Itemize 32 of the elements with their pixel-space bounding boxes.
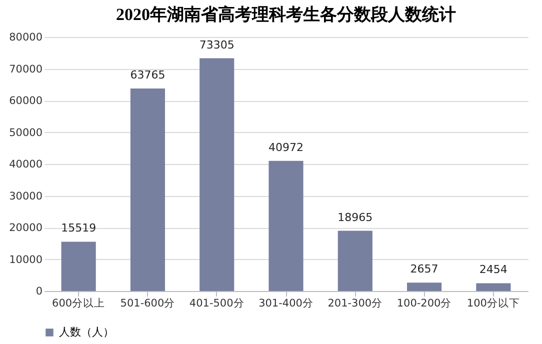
- x-tick-label: 301-400分: [258, 298, 314, 310]
- bar: [268, 160, 304, 291]
- data-label: 40972: [268, 140, 304, 154]
- y-tick-label: 30000: [9, 190, 42, 202]
- y-tick-label: 40000: [9, 158, 42, 170]
- x-tick-label: 600分以上: [52, 296, 106, 310]
- y-tick-label: 20000: [9, 222, 42, 234]
- bar: [476, 283, 511, 291]
- x-tick-label: 401-500分: [189, 298, 244, 310]
- x-tick-label: 100分以下: [466, 296, 520, 310]
- data-label: 18965: [338, 210, 373, 224]
- y-tick-label: 0: [36, 286, 42, 298]
- y-tick-label: 10000: [9, 254, 42, 266]
- bar: [200, 58, 234, 291]
- x-tick-label: 501-600分: [120, 298, 176, 310]
- data-label: 15519: [61, 222, 96, 235]
- data-label: 73305: [199, 38, 234, 52]
- legend-label: 人数（人）: [59, 326, 114, 338]
- bar: [61, 242, 96, 291]
- y-tick-label: 80000: [9, 32, 42, 44]
- bar: [407, 282, 442, 291]
- data-label: 2657: [410, 262, 438, 276]
- y-tick-label: 50000: [9, 126, 42, 139]
- bar: [130, 88, 165, 291]
- bar: [338, 230, 372, 291]
- x-tick-label: 201-300分: [328, 298, 383, 310]
- y-tick-label: 70000: [9, 63, 42, 76]
- chart-title: 2020年湖南省高考理科考生各分数段人数统计: [116, 5, 456, 24]
- x-tick-label: 100-200分: [396, 298, 452, 310]
- data-label: 63765: [130, 68, 166, 82]
- y-tick-label: 60000: [9, 95, 42, 107]
- data-label: 2454: [479, 263, 508, 276]
